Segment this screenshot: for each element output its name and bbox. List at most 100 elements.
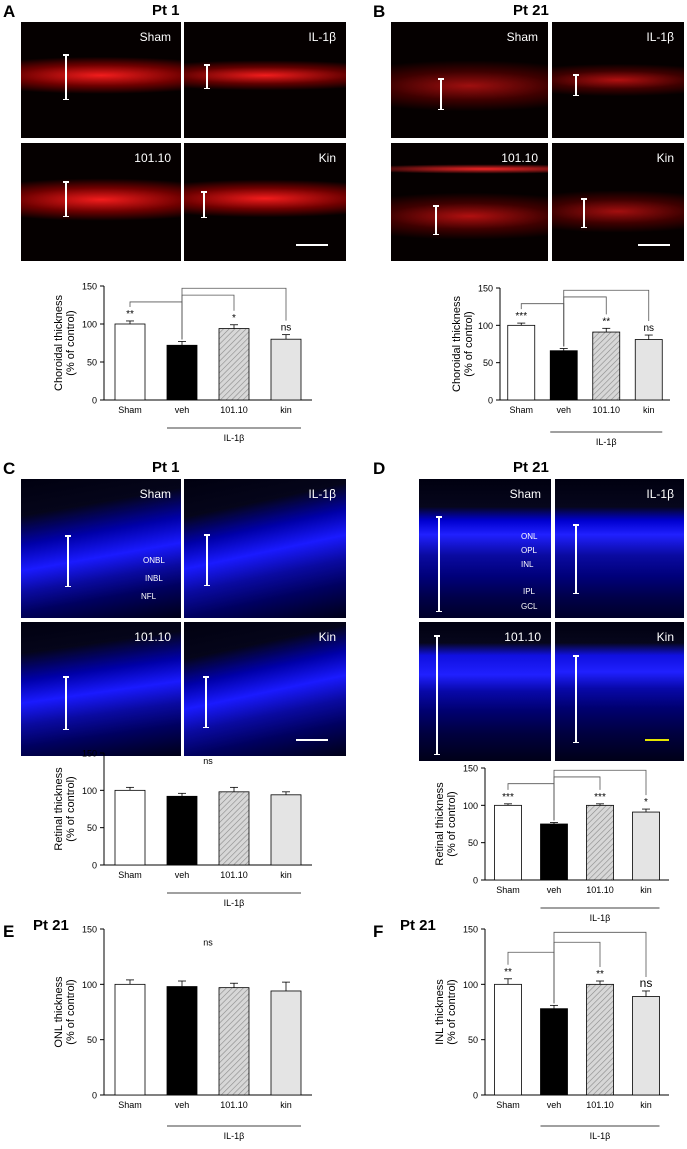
micrograph-b-il1b: IL-1β xyxy=(552,22,684,138)
bar-kin xyxy=(632,811,660,881)
y-tick-label: 0 xyxy=(473,876,478,886)
category-label: kin xyxy=(640,1100,652,1110)
group-label: IL-1β xyxy=(590,913,611,923)
scale-bar xyxy=(296,244,328,246)
group-label: IL-1β xyxy=(596,437,617,447)
y-tick-label: 0 xyxy=(488,396,493,406)
group-label: IL-1β xyxy=(224,433,245,443)
significance-bracket xyxy=(563,289,650,347)
y-tick-label: 100 xyxy=(82,320,97,330)
scale-bar xyxy=(638,244,670,246)
thickness-marker xyxy=(63,676,69,730)
y-axis-label: Choroidal thickness xyxy=(53,295,65,391)
category-label: kin xyxy=(643,405,655,415)
bar-sham xyxy=(507,324,536,401)
bar-kin xyxy=(270,794,302,866)
bar-kin xyxy=(270,990,302,1096)
panel-title-b: Pt 21 xyxy=(513,2,549,19)
y-tick-label: 100 xyxy=(478,321,493,331)
bar-veh xyxy=(166,344,198,401)
thickness-marker xyxy=(581,198,587,228)
y-tick-label: 150 xyxy=(82,282,97,292)
micrograph-c-sham: Sham ONBL INBL NFL xyxy=(21,479,181,618)
y-tick-label: 50 xyxy=(87,1035,97,1045)
panel-title-c: Pt 1 xyxy=(152,459,180,476)
y-tick-label: 150 xyxy=(82,749,97,759)
significance-label: ** xyxy=(504,967,512,978)
thickness-marker xyxy=(201,191,207,218)
y-axis-label: (% of control) xyxy=(446,979,458,1044)
bar-sham xyxy=(494,983,522,1096)
category-label: kin xyxy=(640,885,652,895)
bar-sham xyxy=(494,804,522,881)
thickness-marker xyxy=(573,524,579,594)
micrograph-label: 101.10 xyxy=(504,630,541,644)
category-label: Sham xyxy=(496,1100,520,1110)
micrograph-label: Kin xyxy=(656,151,674,165)
y-tick-label: 50 xyxy=(468,1035,478,1045)
bar-101-10 xyxy=(586,983,614,1096)
thickness-marker xyxy=(203,676,209,728)
layer-label-inl: INL xyxy=(521,560,534,569)
micrograph-label: Sham xyxy=(506,30,538,44)
bar-chart-d: 0 50 100 150 Retinal thickness (% of control)… xyxy=(434,764,669,923)
micrograph-label: Sham xyxy=(139,487,171,501)
significance-bracket xyxy=(181,287,287,340)
bar-veh xyxy=(166,795,198,866)
thickness-marker xyxy=(63,181,69,217)
micrograph-label: Kin xyxy=(318,630,336,644)
panel-letter-a: A xyxy=(3,2,16,21)
category-label: 101.10 xyxy=(586,885,614,895)
micrograph-label: Kin xyxy=(656,630,674,644)
bar-sham xyxy=(114,323,146,401)
y-axis-label: Choroidal thickness xyxy=(451,296,463,392)
group-label: IL-1β xyxy=(224,898,245,908)
y-axis-label: (% of control) xyxy=(65,776,77,841)
y-tick-label: 100 xyxy=(82,980,97,990)
y-tick-label: 100 xyxy=(463,980,478,990)
bar-kin xyxy=(632,996,660,1096)
y-axis-label: INL thickness xyxy=(434,979,446,1045)
y-tick-label: 100 xyxy=(82,786,97,796)
micrograph-c-il1b: IL-1β xyxy=(184,479,346,618)
bar-chart-c: 0 50 100 150 Retinal thickness (% of control)… xyxy=(53,749,312,908)
category-label: 101.10 xyxy=(220,405,248,415)
significance-label: ** xyxy=(126,309,134,320)
bar-chart-f: 0 50 100 150 INL thickness (% of control) Sham… xyxy=(434,925,669,1141)
y-axis-label: (% of control) xyxy=(65,979,77,1044)
micrograph-c-101-10: 101.10 xyxy=(21,622,181,756)
layer-label-opl: OPL xyxy=(521,546,538,555)
bar-veh xyxy=(540,1008,568,1096)
category-label: 101.10 xyxy=(220,870,248,880)
significance-label: *** xyxy=(594,792,606,803)
y-tick-label: 50 xyxy=(483,358,493,368)
bar-101-10 xyxy=(218,987,250,1096)
micrograph-b-sham: Sham xyxy=(391,22,548,138)
significance-bracket xyxy=(553,931,647,1004)
significance-label: * xyxy=(232,313,236,324)
category-label: veh xyxy=(547,885,562,895)
layer-label-nfl: NFL xyxy=(141,592,157,601)
bar-101-10 xyxy=(218,328,250,401)
category-label: Sham xyxy=(118,1100,142,1110)
micrograph-a-il1b: IL-1β xyxy=(184,22,346,138)
micrograph-label: IL-1β xyxy=(646,30,674,44)
bar-sham xyxy=(114,789,146,866)
micrograph-label: IL-1β xyxy=(308,487,336,501)
thickness-marker xyxy=(573,74,579,96)
y-tick-label: 50 xyxy=(87,358,97,368)
panel-letter-b: B xyxy=(373,2,386,21)
y-axis-label: (% of control) xyxy=(446,791,458,856)
significance-label: ns xyxy=(281,323,292,334)
bar-veh xyxy=(549,350,578,401)
group-label: IL-1β xyxy=(590,1131,611,1141)
category-label: 101.10 xyxy=(220,1100,248,1110)
micrograph-c-kin: Kin xyxy=(184,622,346,756)
thickness-marker xyxy=(63,54,69,100)
panel-letter-d: D xyxy=(373,459,386,478)
category-label: veh xyxy=(175,1100,190,1110)
category-label: Sham xyxy=(496,885,520,895)
panel-letter-c: C xyxy=(3,459,16,478)
bar-chart-a: 0 50 100 150 Choroidal thickness (% of contro… xyxy=(53,282,312,443)
y-tick-label: 150 xyxy=(463,925,478,935)
